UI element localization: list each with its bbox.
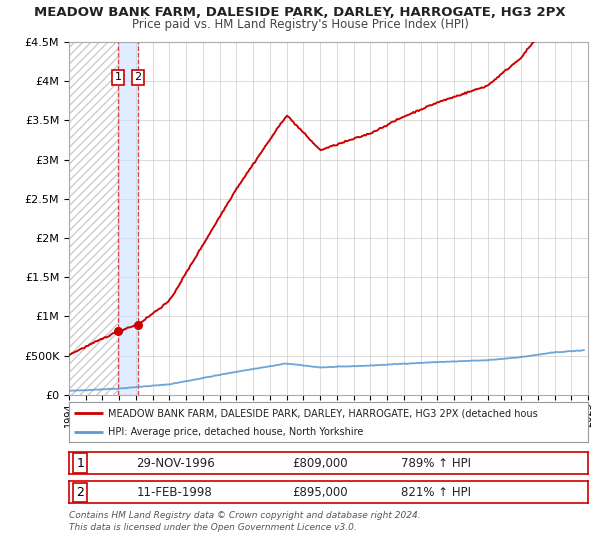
Text: 1: 1 (76, 456, 85, 470)
Text: 789% ↑ HPI: 789% ↑ HPI (401, 456, 471, 470)
Text: This data is licensed under the Open Government Licence v3.0.: This data is licensed under the Open Gov… (69, 523, 357, 532)
Text: Price paid vs. HM Land Registry's House Price Index (HPI): Price paid vs. HM Land Registry's House … (131, 18, 469, 31)
Text: 2: 2 (134, 72, 142, 82)
Text: £809,000: £809,000 (292, 456, 348, 470)
Bar (118, 42, 138, 395)
Text: 1: 1 (115, 72, 121, 82)
Text: HPI: Average price, detached house, North Yorkshire: HPI: Average price, detached house, Nort… (108, 427, 364, 437)
Text: 11-FEB-1998: 11-FEB-1998 (136, 486, 212, 499)
Text: Contains HM Land Registry data © Crown copyright and database right 2024.: Contains HM Land Registry data © Crown c… (69, 511, 421, 520)
Bar (69, 42, 118, 395)
Text: MEADOW BANK FARM, DALESIDE PARK, DARLEY, HARROGATE, HG3 2PX: MEADOW BANK FARM, DALESIDE PARK, DARLEY,… (34, 6, 566, 18)
Text: 29-NOV-1996: 29-NOV-1996 (136, 456, 215, 470)
Text: £895,000: £895,000 (292, 486, 348, 499)
Text: 821% ↑ HPI: 821% ↑ HPI (401, 486, 471, 499)
Text: MEADOW BANK FARM, DALESIDE PARK, DARLEY, HARROGATE, HG3 2PX (detached hous: MEADOW BANK FARM, DALESIDE PARK, DARLEY,… (108, 408, 538, 418)
Text: 2: 2 (76, 486, 85, 499)
